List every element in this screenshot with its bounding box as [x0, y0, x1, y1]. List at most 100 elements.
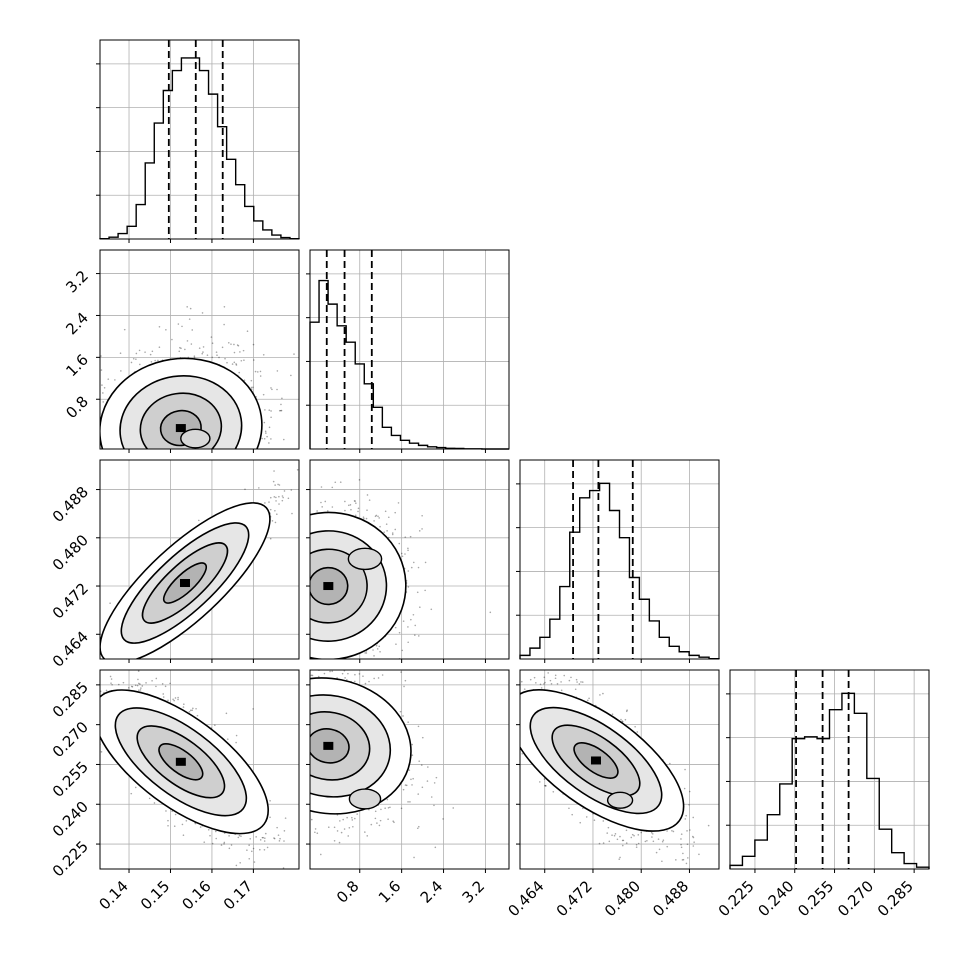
sample-point	[283, 523, 285, 525]
sample-point	[384, 510, 387, 513]
sample-point	[224, 357, 226, 360]
sample-point	[73, 435, 75, 437]
sample-point	[265, 596, 267, 598]
sample-point	[302, 522, 304, 524]
sample-point	[281, 397, 283, 400]
sample-point	[265, 548, 267, 550]
sample-point	[289, 622, 291, 624]
sample-point	[398, 542, 401, 545]
hist-bar-2-3	[550, 619, 560, 659]
sample-point	[284, 576, 286, 578]
sample-point	[302, 524, 304, 526]
sample-point	[286, 542, 288, 544]
sample-point	[290, 596, 292, 598]
sample-point	[215, 351, 218, 353]
sample-point	[308, 594, 310, 596]
sample-point	[277, 548, 279, 550]
sample-point	[209, 834, 211, 837]
sample-point	[307, 526, 309, 528]
sample-point	[293, 656, 295, 658]
sample-point	[306, 577, 308, 579]
sample-point	[292, 649, 294, 651]
sample-point	[83, 375, 85, 377]
density-panel-1-2	[243, 459, 510, 693]
density-content-0	[73, 305, 305, 449]
sample-point	[257, 643, 259, 645]
sample-point	[302, 606, 304, 608]
sample-point	[291, 570, 293, 572]
sample-point	[305, 595, 307, 597]
sample-point	[418, 530, 421, 532]
sample-point	[267, 575, 269, 577]
sample-point	[73, 673, 75, 675]
sample-point	[292, 612, 294, 614]
sample-point	[306, 572, 308, 574]
sample-point	[243, 691, 245, 693]
histogram-step-2	[519, 482, 720, 660]
sample-point	[230, 343, 232, 345]
sample-point	[278, 409, 281, 412]
sample-point	[246, 580, 248, 582]
sample-point	[266, 680, 268, 682]
sample-point	[181, 325, 183, 328]
sample-point	[293, 353, 295, 355]
sample-point	[280, 473, 282, 475]
sample-point	[287, 596, 289, 598]
sample-point	[254, 370, 257, 373]
sample-point	[285, 480, 287, 482]
sample-point	[293, 600, 295, 602]
hist-bar-3-10	[854, 713, 866, 869]
sample-point	[115, 672, 117, 674]
sample-point	[113, 663, 115, 665]
sample-point	[269, 630, 271, 632]
hist-bar-2-9	[610, 511, 620, 659]
sample-point	[379, 525, 381, 528]
sample-point	[306, 645, 308, 647]
sample-point	[307, 568, 309, 570]
sample-point	[383, 531, 385, 534]
sample-point	[324, 500, 327, 503]
sample-point	[357, 507, 360, 510]
sample-point	[303, 382, 305, 384]
sample-point	[275, 589, 277, 591]
frame-h3	[729, 669, 930, 870]
sample-point	[257, 613, 259, 615]
sample-point	[94, 656, 96, 658]
sample-point	[279, 601, 281, 603]
sample-point	[302, 549, 304, 551]
hist-bar-0-14	[227, 159, 236, 239]
hist-bar-1-2	[328, 304, 337, 449]
sample-point	[347, 504, 350, 507]
hist-bar-2-6	[580, 498, 590, 659]
sample-point	[303, 537, 305, 539]
hist-bar-0-9	[181, 58, 190, 239]
sample-point	[374, 515, 377, 518]
sample-point	[281, 604, 283, 606]
sample-point	[401, 649, 404, 652]
sample-point	[368, 662, 370, 664]
sample-point	[256, 371, 259, 373]
sample-point	[283, 438, 285, 441]
sample-point	[274, 521, 277, 524]
hist-bar-0-12	[209, 94, 218, 239]
sample-point	[279, 543, 281, 545]
sample-point	[277, 572, 279, 574]
sample-point	[301, 568, 303, 570]
sample-point	[263, 421, 266, 424]
sample-point	[283, 623, 285, 625]
sample-point	[289, 580, 291, 582]
histogram-step-3	[729, 692, 930, 869]
sample-point	[279, 641, 281, 643]
sample-point	[282, 602, 284, 604]
sample-point	[221, 346, 224, 349]
sample-point	[102, 392, 104, 394]
sample-point	[286, 650, 288, 652]
sample-point	[354, 679, 356, 681]
sample-point	[297, 550, 299, 552]
sample-point	[236, 344, 239, 346]
sample-point	[186, 340, 189, 342]
sample-point	[259, 375, 262, 377]
sample-point	[245, 610, 247, 612]
sample-point	[280, 628, 282, 630]
sample-point	[181, 823, 184, 826]
